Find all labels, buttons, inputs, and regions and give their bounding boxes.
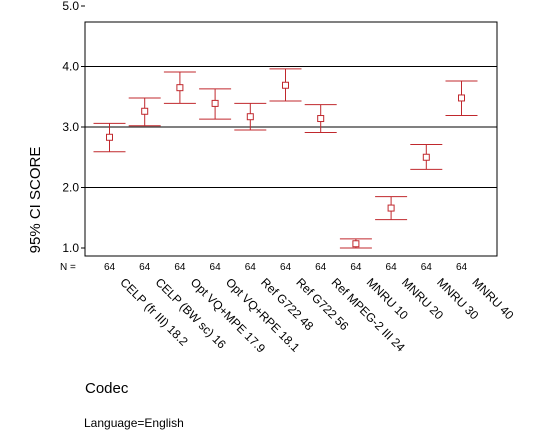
n-count: 64 (280, 262, 292, 273)
grid-lines (85, 66, 497, 188)
n-count: 64 (315, 262, 327, 273)
mean-marker (317, 115, 325, 123)
footer-language: Language=English (84, 416, 184, 430)
y-tick-label: 3.0 (62, 120, 79, 134)
n-label: N = (60, 262, 76, 273)
y-tick-label: 2.0 (62, 181, 79, 195)
n-row: N = 64 64 64 64 64 64 64 64 64 64 64 (60, 262, 467, 273)
mean-marker (387, 204, 395, 212)
n-count: 64 (245, 262, 257, 273)
n-count: 64 (456, 262, 468, 273)
mean-marker (106, 133, 113, 141)
mean-marker (246, 113, 254, 121)
mean-marker (352, 240, 360, 248)
y-tick-label: 1.0 (62, 241, 79, 255)
n-count: 64 (139, 262, 151, 273)
x-axis-label: Codec (85, 380, 129, 397)
mean-marker (176, 84, 184, 92)
n-count: 64 (104, 262, 116, 273)
y-tick-label: 4.0 (62, 60, 79, 74)
mean-marker (422, 153, 430, 161)
n-count: 64 (174, 262, 186, 273)
plot-frame (84, 21, 498, 257)
n-count: 64 (350, 262, 362, 273)
mean-marker (282, 81, 289, 89)
y-axis-label: 95% CI SCORE (27, 147, 44, 254)
y-axis-ticks: 5.0 4.0 3.0 2.0 1.0 (62, 0, 85, 255)
mean-marker (458, 94, 465, 102)
n-count: 64 (210, 262, 222, 273)
mean-marker (141, 107, 149, 115)
n-count: 64 (421, 262, 433, 273)
series-marks (93, 68, 478, 249)
mean-marker (211, 99, 219, 107)
y-tick-label: 5.0 (62, 0, 79, 13)
n-count: 64 (386, 262, 398, 273)
